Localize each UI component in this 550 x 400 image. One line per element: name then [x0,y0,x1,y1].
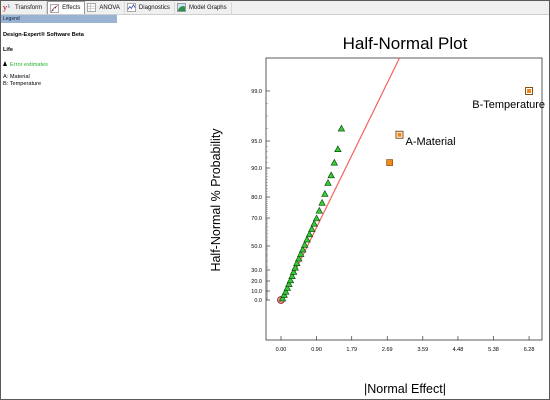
error-estimate-point [280,291,288,298]
y-tick-label: 80.0 [251,195,262,201]
error-estimate-point [334,145,342,152]
legend-header: Legend [1,15,117,23]
error-estimate-point [297,250,305,257]
y-tick-label: 95.0 [251,139,262,145]
y-tick-label: 99.0 [251,89,262,95]
error-estimate-point [285,280,293,287]
y-tick-label: 0.0 [254,298,262,304]
x-tick-label: 2.69 [382,347,393,353]
chart-title: Half-Normal Plot [343,34,468,53]
error-estimate-point [283,283,292,291]
error-estimate-point [312,214,321,222]
tab-label: Effects [62,5,81,11]
legend-panel: Design-Expert® Software Beta Life Error … [3,32,84,89]
error-estimate-point [330,158,339,166]
error-estimate-point [318,198,326,206]
factor-b: B: Temperature [3,81,42,87]
tab-anova[interactable]: ANOVA [85,1,125,14]
effect-point [386,159,393,166]
x-tick-label: 0.90 [311,347,322,353]
error-estimate-point [310,219,318,227]
effect-point-fill [397,132,402,137]
x-tick-label: 0.00 [276,347,287,353]
y-tick-label: 50.0 [251,244,262,250]
error-estimate-point [315,206,324,214]
error-estimate-point [305,230,314,238]
error-estimate-point [291,263,299,271]
software-name: Design-Expert® Software Beta [3,32,84,38]
error-estimate-point [337,124,346,132]
tab-label: ANOVA [99,4,120,11]
effects-icon [50,3,59,13]
effect-label: A-Material [406,136,456,148]
tab-label: Transform [15,4,43,11]
y-tick-label: 90.0 [251,166,262,172]
effect-label: B-Temperature [472,99,545,111]
svg-text:λ: λ [8,4,11,10]
legend-entry-error: Error estimates [3,61,84,70]
factor-a: A: Material [3,73,30,80]
error-estimate-point [295,254,303,262]
x-tick-label: 1.79 [346,347,357,353]
y-tick-label: 20.0 [251,279,262,285]
error-estimate-point [308,225,316,232]
error-estimate-point [293,259,301,266]
response-name: Life [3,46,13,53]
error-estimate-point [303,235,311,243]
x-tick-label: 6.28 [524,347,535,353]
error-estimate-point [289,268,298,275]
error-estimate-point [324,178,332,186]
anova-icon [87,3,97,12]
x-axis-label: |Normal Effect| [364,382,446,396]
tab-label: Model Graphs [188,4,227,11]
error-estimate-point [286,276,295,284]
x-tick-label: 3.59 [417,347,428,353]
error-estimate-point [327,171,335,179]
y-tick-label: 70.0 [251,216,262,222]
error-estimate-point [288,272,296,279]
y-axis-label: Half-Normal % Probability [209,128,223,272]
svg-text:y: y [3,3,8,12]
triangle-icon [3,61,7,66]
error-estimates-label: Error estimates [10,62,48,68]
model-graphs-icon [177,3,186,12]
error-estimate-point [321,189,329,197]
tab-label: Diagnostics [138,4,170,11]
y-tick-label: 30.0 [251,268,262,274]
x-tick-label: 4.48 [453,347,464,353]
error-estimate-point [282,287,290,295]
effect-point-fill [527,89,532,93]
x-tick-label: 5.38 [488,347,499,353]
diagnostics-icon [127,3,136,12]
tab-diagnostics[interactable]: Diagnostics [125,1,175,14]
error-estimate-point [299,245,307,253]
y-tick-label: 10.0 [251,289,262,295]
tab-effects[interactable]: Effects [47,1,86,14]
error-estimate-point [278,294,287,302]
error-estimate-point [300,240,309,248]
tab-model-graphs[interactable]: Model Graphs [175,1,232,14]
